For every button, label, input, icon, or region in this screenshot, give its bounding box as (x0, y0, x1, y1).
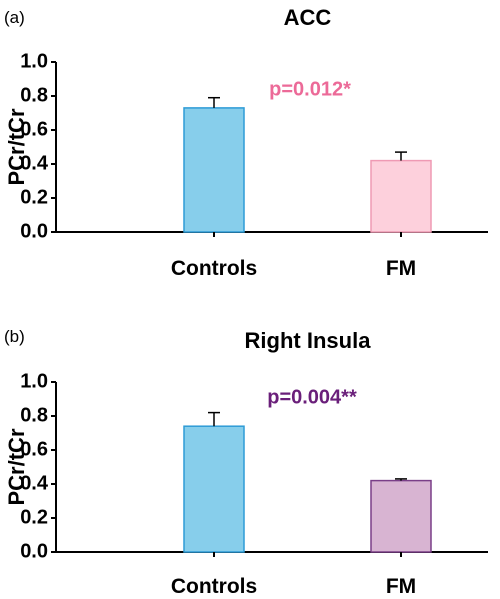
category-label-fm: FM (386, 257, 416, 280)
y-tick-label: 0.8 (20, 404, 48, 426)
y-tick-label: 0.6 (20, 438, 48, 460)
bar-controls (183, 107, 245, 233)
y-tick-label: 0.6 (20, 118, 48, 140)
bar-fm (370, 479, 432, 553)
chart-title: Right Insula (245, 328, 372, 353)
y-axis-label: PCr/tCr (4, 108, 29, 185)
y-tick-label: 1.0 (20, 50, 48, 72)
panel-label: (b) (4, 327, 25, 346)
y-tick-label: 0.4 (20, 472, 49, 494)
chart-panel-a: (a) ACC PCr/tCr 0.0 0.2 0.4 0.6 0.8 1.0 Controls F… (4, 5, 488, 280)
p-value-annotation: p=0.012* (269, 78, 351, 100)
y-tick-label: 0.4 (20, 152, 49, 174)
bar-fm (370, 159, 432, 233)
category-label-controls: Controls (171, 575, 257, 598)
p-value-annotation: p=0.004** (267, 386, 357, 408)
y-tick-label: 0.0 (20, 540, 48, 562)
y-tick-label: 0.8 (20, 84, 48, 106)
y-tick-label: 0.0 (20, 220, 48, 242)
chart-panel-b: (b) Right Insula PCr/tCr 0.0 0.2 0.4 0.6 0.8 1.0… (4, 327, 488, 598)
chart-title: ACC (284, 5, 332, 30)
y-tick-label: 0.2 (20, 186, 48, 208)
category-label-fm: FM (386, 575, 416, 598)
y-tick-label: 1.0 (20, 370, 48, 392)
y-tick-label: 0.2 (20, 506, 48, 528)
bar-controls (183, 425, 245, 553)
y-axis-label: PCr/tCr (4, 428, 29, 505)
category-label-controls: Controls (171, 257, 257, 280)
panel-label: (a) (4, 8, 25, 27)
